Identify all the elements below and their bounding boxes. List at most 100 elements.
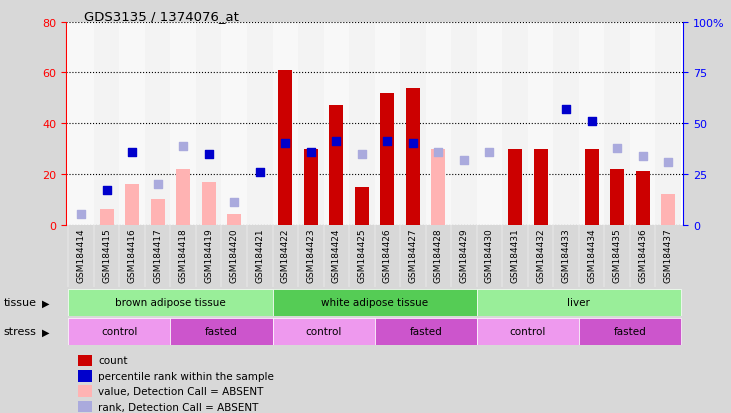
Text: GSM184430: GSM184430 bbox=[485, 228, 494, 283]
Bar bbox=[451, 23, 477, 225]
Text: GSM184425: GSM184425 bbox=[357, 228, 366, 282]
Bar bbox=[221, 23, 247, 225]
Text: count: count bbox=[98, 356, 127, 366]
Point bbox=[433, 149, 444, 156]
Point bbox=[126, 149, 138, 156]
Text: GSM184417: GSM184417 bbox=[154, 228, 162, 283]
Text: GSM184428: GSM184428 bbox=[434, 228, 443, 282]
Text: stress: stress bbox=[4, 327, 37, 337]
Point bbox=[178, 143, 189, 150]
Text: GSM184423: GSM184423 bbox=[306, 228, 315, 282]
Bar bbox=[151, 200, 164, 225]
Text: GSM184415: GSM184415 bbox=[102, 228, 111, 283]
Point bbox=[101, 188, 113, 194]
Bar bbox=[94, 23, 119, 225]
Bar bbox=[304, 149, 318, 225]
Text: GSM184431: GSM184431 bbox=[510, 228, 520, 283]
Text: GSM184422: GSM184422 bbox=[281, 228, 289, 282]
Text: GSM184436: GSM184436 bbox=[638, 228, 647, 283]
Text: GSM184418: GSM184418 bbox=[178, 228, 188, 283]
Bar bbox=[374, 23, 400, 225]
Bar bbox=[477, 289, 681, 316]
Bar bbox=[78, 370, 91, 382]
Text: rank, Detection Call = ABSENT: rank, Detection Call = ABSENT bbox=[98, 401, 258, 412]
Text: brown adipose tissue: brown adipose tissue bbox=[115, 297, 226, 308]
Bar bbox=[579, 318, 681, 345]
Point bbox=[458, 157, 470, 164]
Bar bbox=[145, 23, 170, 225]
Bar bbox=[227, 215, 241, 225]
Text: GSM184432: GSM184432 bbox=[536, 228, 545, 282]
Bar bbox=[99, 210, 113, 225]
Bar bbox=[534, 149, 548, 225]
Text: value, Detection Call = ABSENT: value, Detection Call = ABSENT bbox=[98, 386, 263, 396]
Bar bbox=[125, 185, 139, 225]
Text: GSM184434: GSM184434 bbox=[587, 228, 596, 282]
Bar bbox=[528, 23, 553, 225]
Bar bbox=[298, 23, 324, 225]
Bar bbox=[273, 318, 374, 345]
Bar bbox=[656, 23, 681, 225]
Text: control: control bbox=[306, 326, 342, 337]
Bar bbox=[425, 23, 451, 225]
Bar bbox=[349, 23, 374, 225]
Text: GSM184433: GSM184433 bbox=[561, 228, 571, 283]
Bar bbox=[68, 23, 94, 225]
Point bbox=[75, 211, 87, 218]
Text: fasted: fasted bbox=[613, 326, 646, 337]
Point bbox=[356, 151, 368, 157]
Text: GSM184419: GSM184419 bbox=[204, 228, 213, 283]
Text: GSM184426: GSM184426 bbox=[383, 228, 392, 282]
Text: control: control bbox=[510, 326, 546, 337]
Point bbox=[382, 139, 393, 145]
Text: fasted: fasted bbox=[409, 326, 442, 337]
Point bbox=[637, 153, 648, 159]
Point bbox=[407, 141, 419, 147]
Text: ▶: ▶ bbox=[42, 327, 50, 337]
Bar bbox=[68, 318, 170, 345]
Point bbox=[228, 199, 240, 206]
Bar bbox=[380, 93, 395, 225]
Text: GSM184416: GSM184416 bbox=[128, 228, 137, 283]
Point bbox=[662, 159, 674, 166]
Bar bbox=[78, 401, 91, 412]
Point bbox=[611, 145, 623, 152]
Bar bbox=[400, 23, 425, 225]
Bar bbox=[605, 23, 630, 225]
Bar bbox=[508, 149, 522, 225]
Text: tissue: tissue bbox=[4, 298, 37, 308]
Point bbox=[279, 141, 291, 147]
Text: GSM184437: GSM184437 bbox=[664, 228, 673, 283]
Bar bbox=[273, 289, 477, 316]
Text: ▶: ▶ bbox=[42, 298, 50, 308]
Text: white adipose tissue: white adipose tissue bbox=[321, 297, 428, 308]
Point bbox=[152, 181, 164, 188]
Bar bbox=[324, 23, 349, 225]
Text: GSM184427: GSM184427 bbox=[409, 228, 417, 282]
Bar bbox=[330, 106, 344, 225]
Bar bbox=[579, 23, 605, 225]
Bar bbox=[406, 88, 420, 225]
Bar bbox=[585, 149, 599, 225]
Bar bbox=[273, 23, 298, 225]
Point bbox=[560, 107, 572, 113]
Bar bbox=[78, 385, 91, 397]
Bar bbox=[176, 169, 190, 225]
Text: GSM184414: GSM184414 bbox=[77, 228, 86, 282]
Text: GSM184424: GSM184424 bbox=[332, 228, 341, 282]
Bar bbox=[610, 169, 624, 225]
Text: percentile rank within the sample: percentile rank within the sample bbox=[98, 371, 274, 381]
Text: GSM184421: GSM184421 bbox=[255, 228, 265, 282]
Point bbox=[586, 119, 597, 125]
Text: GDS3135 / 1374076_at: GDS3135 / 1374076_at bbox=[84, 10, 239, 23]
Text: liver: liver bbox=[567, 297, 590, 308]
Bar bbox=[636, 172, 650, 225]
Bar bbox=[247, 23, 273, 225]
Bar bbox=[374, 318, 477, 345]
Bar bbox=[477, 23, 502, 225]
Text: GSM184420: GSM184420 bbox=[230, 228, 239, 282]
Bar bbox=[279, 71, 292, 225]
Bar bbox=[661, 195, 675, 225]
Bar bbox=[170, 318, 273, 345]
Bar bbox=[78, 355, 91, 366]
